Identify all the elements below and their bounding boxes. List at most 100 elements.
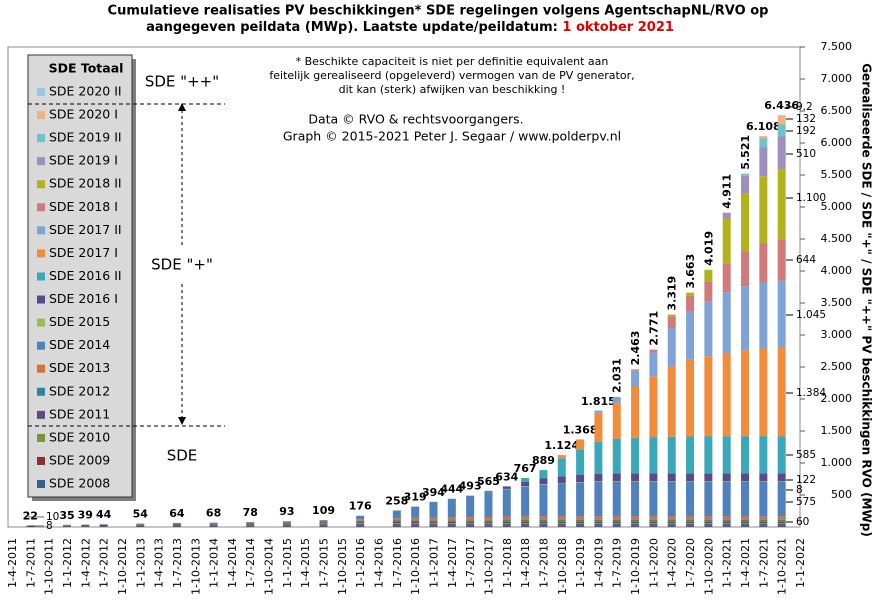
bracket-label: SDE: [167, 447, 198, 465]
bar-segment: [704, 269, 713, 282]
x-tick-label: 1-10-2021: [776, 538, 789, 595]
bar-segment: [631, 370, 640, 387]
bar-segment: [557, 458, 566, 477]
bar-segment: [777, 519, 786, 522]
bar-segment: [81, 525, 90, 526]
legend-label: SDE 2014: [49, 337, 110, 352]
x-tick-label: 1-7-2011: [24, 538, 37, 588]
bar-segment: [759, 516, 768, 520]
legend-label: SDE 2009: [49, 452, 110, 467]
bar-segment: [557, 482, 566, 484]
bar-segment: [612, 439, 621, 474]
bar-segment: [576, 523, 585, 525]
bar-segment: [631, 386, 640, 438]
x-tick-label: 1-1-2014: [208, 538, 221, 588]
bar-segment: [172, 523, 181, 524]
bar-segment: [392, 518, 401, 521]
bar-segment: [667, 519, 676, 522]
x-tick-label: 1-4-2011: [6, 538, 19, 588]
segment-label: 510: [796, 148, 816, 160]
bar-segment: [686, 436, 695, 474]
bar-segment: [759, 348, 768, 437]
legend-label: SDE 2015: [49, 314, 110, 329]
bar-segment: [612, 523, 621, 525]
bar-segment: [502, 523, 511, 525]
bar-segment: [612, 521, 621, 524]
bar-segment: [576, 482, 585, 517]
segment-label: 1.100: [796, 192, 826, 204]
legend-swatch: [37, 410, 45, 419]
total-label: 64: [169, 507, 185, 520]
bar-segment: [704, 523, 713, 525]
bar-segment: [741, 521, 750, 524]
legend-swatch: [37, 88, 45, 96]
bar-segment: [447, 520, 456, 522]
legend-swatch: [37, 157, 45, 166]
bar-segment: [722, 519, 731, 522]
early-label: 8: [46, 520, 53, 532]
x-tick-label: 1-10-2011: [43, 538, 56, 595]
bar-segment: [741, 350, 750, 437]
bar-segment: [539, 521, 548, 524]
legend-swatch: [37, 480, 45, 489]
total-label: 319: [404, 491, 427, 504]
bar-segment: [777, 481, 786, 482]
bar-segment: [741, 251, 750, 287]
legend-box: [27, 54, 133, 498]
bar-segment: [502, 516, 511, 521]
bar-segment: [631, 437, 640, 474]
bar-segment: [521, 486, 530, 487]
y-tick-label: 4.000: [821, 264, 853, 277]
total-label: 78: [243, 506, 258, 519]
x-tick-label: 1-1-2018: [501, 538, 514, 588]
bar-segment: [282, 525, 291, 527]
total-label: 3.663: [684, 254, 697, 289]
bracket-label: SDE "++": [145, 73, 219, 91]
x-tick-label: 1-7-2020: [684, 538, 697, 588]
bar-segment: [741, 516, 750, 520]
legend-swatch: [37, 387, 45, 396]
bar-segment: [411, 525, 420, 527]
x-tick-label: 1-7-2013: [171, 538, 184, 588]
y-tick-label: 7.500: [821, 40, 853, 53]
segment-label: 585: [796, 449, 816, 461]
bar-segment: [557, 521, 566, 524]
total-label: 565: [477, 475, 500, 488]
bar-segment: [429, 520, 438, 522]
bar-segment: [594, 412, 603, 442]
bar-segment: [557, 524, 566, 526]
bar-segment: [466, 525, 475, 527]
total-label: 6.436: [764, 99, 799, 112]
bar-segment: [741, 193, 750, 252]
y-tick-label: 3.000: [821, 328, 853, 341]
segment-label: 575: [796, 496, 816, 508]
segment-label: 192: [796, 125, 816, 137]
x-tick-label: 1-10-2018: [556, 538, 569, 595]
bar-segment: [667, 481, 676, 482]
bar-segment: [209, 523, 218, 524]
bar-segment: [172, 525, 181, 527]
bar-segment: [594, 473, 603, 482]
bar-segment: [722, 516, 731, 520]
total-label: 6.108: [746, 120, 781, 133]
bar-segment: [722, 473, 731, 482]
bar-segment: [612, 525, 621, 527]
bar-segment: [631, 524, 640, 526]
total-label: 39: [78, 509, 93, 522]
total-label: 889: [532, 454, 555, 467]
x-tick-label: 1-7-2015: [318, 538, 331, 588]
y-tick-label: 1.000: [821, 456, 853, 469]
bar-segment: [172, 523, 181, 525]
bar-segment: [759, 524, 768, 526]
bar-segment: [649, 481, 658, 482]
total-label: 2.771: [647, 311, 660, 346]
bar-segment: [539, 478, 548, 485]
bar-segment: [667, 473, 676, 482]
bar-segment: [246, 524, 255, 526]
x-tick-label: 1-7-2012: [98, 538, 111, 588]
x-tick-label: 1-1-2015: [281, 538, 294, 588]
legend-swatch: [37, 249, 45, 258]
bar-segment: [576, 524, 585, 526]
total-label: 93: [279, 505, 294, 518]
total-label: 258: [385, 494, 408, 507]
